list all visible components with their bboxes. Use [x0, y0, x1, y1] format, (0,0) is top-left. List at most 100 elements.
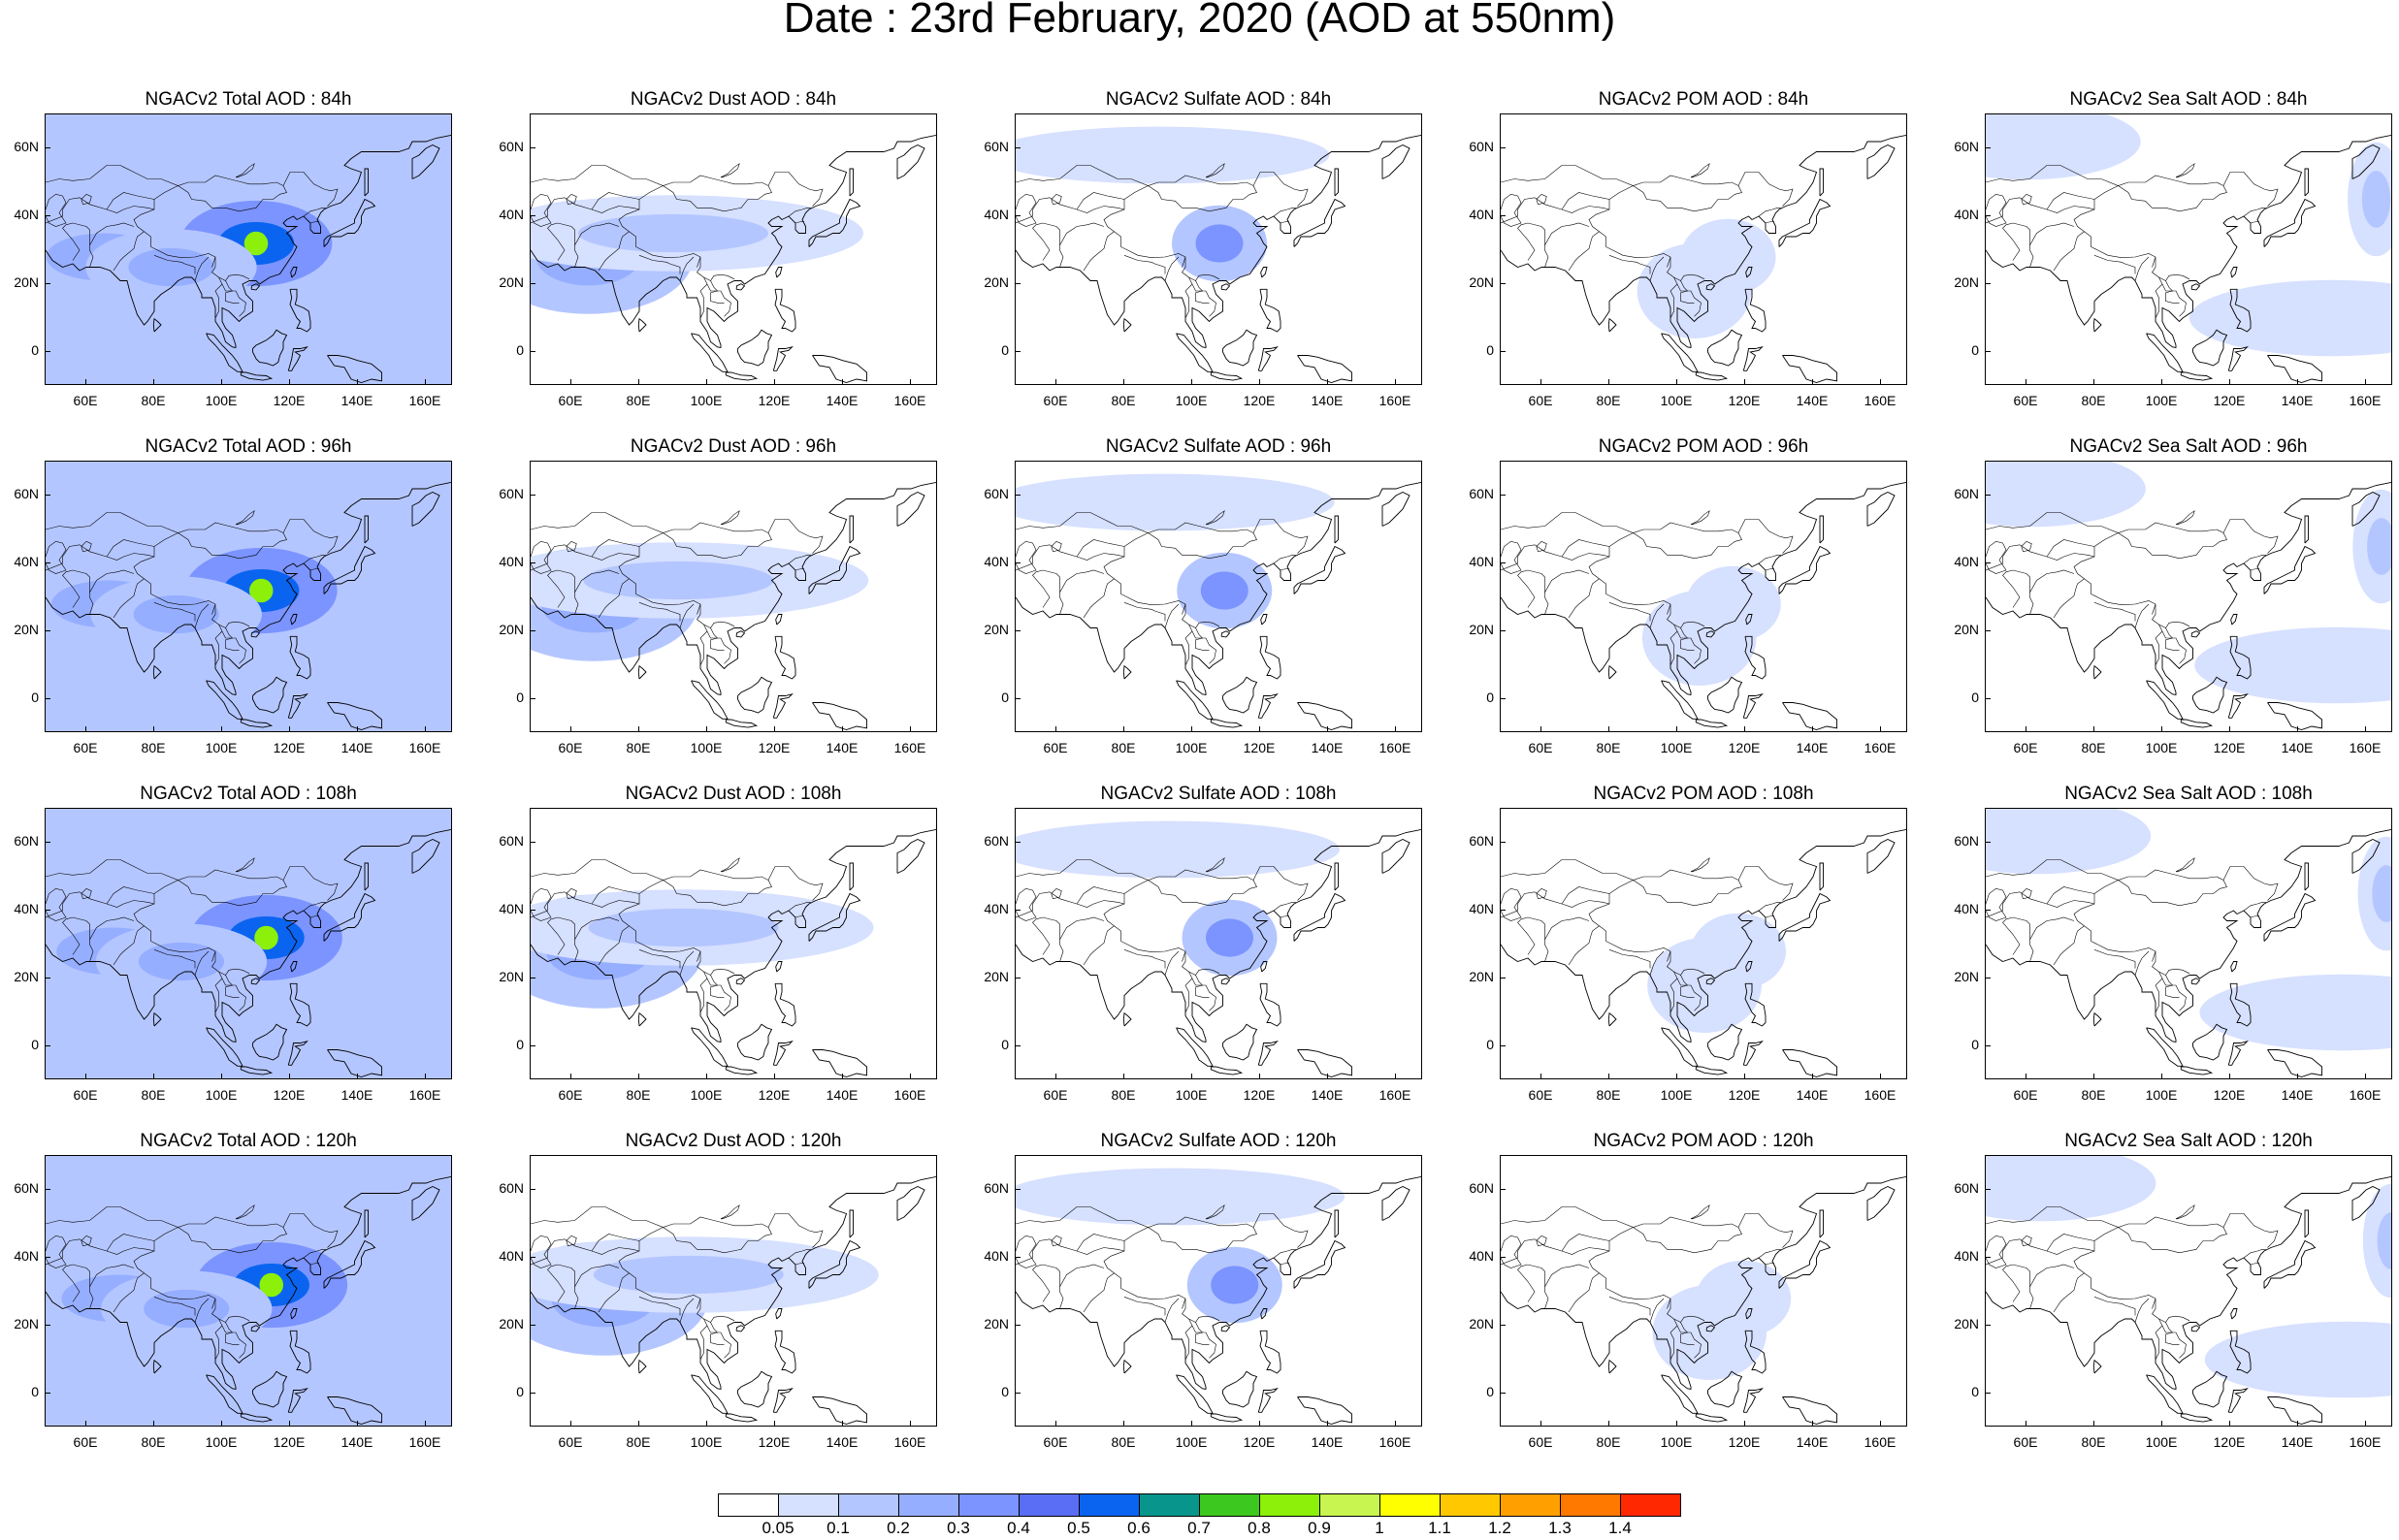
country-border	[1536, 1235, 1547, 1247]
coastline	[46, 1175, 451, 1391]
lon-tick	[425, 1074, 426, 1079]
lon-tick	[1191, 379, 1192, 385]
country-border	[113, 1272, 145, 1313]
coastline	[252, 676, 288, 714]
country-border	[2158, 971, 2187, 1011]
country-border	[2053, 1272, 2085, 1313]
country-border	[2021, 540, 2032, 553]
lon-tick-label: 160E	[893, 393, 926, 408]
lon-tick-label: 140E	[826, 1434, 859, 1450]
lon-tick-label: 60E	[558, 393, 583, 408]
country-border	[225, 1322, 240, 1345]
coastline	[2304, 515, 2309, 544]
lon-tick-label: 80E	[1111, 1087, 1136, 1103]
country-border	[531, 1238, 640, 1266]
country-border	[591, 192, 640, 210]
country-border	[1568, 578, 1600, 619]
lon-tick	[1123, 1074, 1124, 1079]
coastline	[206, 333, 243, 372]
country-border	[598, 578, 630, 619]
country-border	[225, 975, 240, 998]
lat-tick-label: 60N	[1469, 486, 1494, 501]
map-svg	[531, 1156, 936, 1426]
panel-title: NGACv2 Total AOD : 96h	[145, 436, 352, 457]
lat-tick	[530, 1189, 535, 1190]
lon-tick	[153, 1421, 154, 1427]
lon-tick	[774, 726, 775, 732]
country-border	[1016, 165, 1309, 207]
panel-title: NGACv2 Sea Salt AOD : 96h	[2069, 436, 2308, 457]
lat-tick	[1015, 562, 1021, 563]
lat-tick	[530, 978, 535, 979]
coastline	[287, 692, 308, 719]
coastline	[1778, 892, 1832, 942]
map-svg	[46, 809, 451, 1078]
aod-plume-core	[1986, 469, 2090, 508]
lon-tick	[910, 1074, 911, 1079]
lon-tick-label: 140E	[1796, 393, 1829, 408]
colorbar-label: 1.4	[1608, 1519, 1632, 1537]
lon-tick-label: 160E	[1378, 393, 1411, 408]
country-border	[46, 193, 67, 227]
country-border	[2243, 1249, 2266, 1259]
coastline	[290, 1308, 298, 1320]
coastline	[1259, 635, 1281, 680]
country-border	[1148, 1227, 1257, 1254]
map-svg	[1986, 1156, 2391, 1426]
lon-tick	[1744, 726, 1745, 732]
coastline	[2304, 1209, 2309, 1238]
coastline	[287, 345, 308, 371]
country-border	[1083, 578, 1115, 619]
aod-plume-core	[1078, 488, 1249, 517]
coastline	[2227, 1387, 2249, 1413]
map-frame	[1015, 113, 1422, 385]
country-border	[1561, 192, 1610, 210]
country-border	[1103, 185, 1220, 281]
country-border	[574, 1264, 620, 1309]
country-border	[1680, 627, 1695, 651]
coastline	[775, 961, 783, 973]
aod-plume-core	[1709, 585, 1758, 624]
lon-tick	[2297, 379, 2298, 385]
country-border	[2155, 978, 2163, 1013]
lat-tick-label: 20N	[14, 274, 39, 290]
lon-tick	[1540, 379, 1541, 385]
coastline	[1293, 545, 1346, 594]
lon-tick-label: 60E	[1528, 1434, 1553, 1450]
country-border	[531, 197, 640, 224]
lat-tick	[1985, 495, 1991, 496]
coastline	[896, 1185, 925, 1221]
lat-tick	[45, 147, 50, 148]
coastline	[1866, 144, 1896, 179]
country-border	[697, 256, 701, 268]
country-border	[566, 887, 577, 900]
country-border	[2093, 949, 2136, 969]
lon-tick-label: 160E	[2349, 1087, 2382, 1103]
coastline	[46, 828, 451, 1043]
country-border	[1544, 222, 1590, 268]
coastline	[812, 1396, 867, 1425]
lon-tick	[289, 1074, 290, 1079]
map-frame	[1985, 1155, 2392, 1427]
country-border	[1517, 222, 1545, 261]
map-frame	[1015, 1155, 1422, 1427]
map-svg	[531, 114, 936, 384]
lon-tick	[85, 379, 86, 385]
country-border	[1501, 1235, 1522, 1268]
map-svg	[1501, 809, 1906, 1078]
coastline	[1259, 1330, 1281, 1374]
country-border	[1568, 925, 1600, 966]
aod-plume-core	[2372, 865, 2391, 922]
lat-tick	[530, 1325, 535, 1326]
country-border	[1280, 1263, 1289, 1266]
coastline	[1661, 680, 1699, 720]
country-border	[2165, 1322, 2180, 1345]
coastline	[896, 838, 925, 874]
coastline	[691, 333, 729, 372]
coastline	[252, 1023, 288, 1061]
lon-tick	[2297, 1074, 2298, 1079]
map-svg	[46, 1156, 451, 1426]
panel-title: NGACv2 Dust AOD : 108h	[625, 784, 842, 804]
country-border	[1633, 880, 1742, 907]
colorbar-label: 1.3	[1548, 1519, 1572, 1537]
